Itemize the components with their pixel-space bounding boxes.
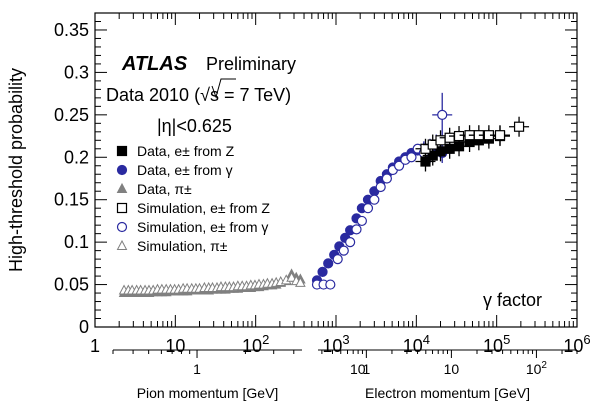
x-tick-exponent: 5: [503, 332, 510, 347]
legend-marker: [116, 221, 128, 233]
y-tick-label: 0.35: [54, 20, 89, 40]
legend-label: Data, e± from γ: [137, 162, 233, 178]
atlas-label: ATLAS: [121, 53, 188, 75]
y-axis-title: High-threshold probability: [6, 68, 26, 272]
sqrt-sign: [211, 78, 236, 99]
legend-label: Data, e± from Z: [137, 143, 235, 159]
plot-frame: [94, 12, 578, 328]
series-triangle-open: [118, 271, 306, 295]
preliminary-label: Preliminary: [206, 54, 296, 74]
x-tick-base: 10: [242, 336, 262, 356]
secondary-tick-base: 10: [526, 361, 542, 377]
secondary-tick-label: 10: [350, 361, 366, 377]
data-point: [345, 237, 356, 248]
series-square-open: [415, 116, 530, 159]
x-tick-label: 102: [242, 332, 269, 356]
data-point: [323, 258, 334, 269]
gamma-factor-annotation: γ factor: [483, 290, 542, 310]
data-point: [338, 245, 349, 256]
legend-marker: [116, 182, 128, 193]
y-tick-label: 0.2: [64, 147, 89, 167]
legend-label: Data, π±: [137, 181, 192, 197]
data-point: [356, 215, 367, 227]
y-ticks: 0 0.05 0.1 0.15 0.2 0.25 0.3 0.35: [54, 20, 577, 337]
data-label-post: = 7 TeV): [219, 85, 291, 105]
series-circle-open: [311, 92, 453, 290]
x-tick-base: 1: [90, 336, 100, 356]
x-tick-label: 103: [322, 332, 349, 356]
x-tick-label: 105: [483, 332, 510, 356]
secondary-tick-label: 1: [362, 361, 370, 377]
legend-marker: [116, 164, 128, 176]
secondary-axis-title: Pion momentum [GeV]: [137, 385, 279, 401]
legend-marker: [116, 145, 128, 157]
x-tick-base: 10: [322, 336, 342, 356]
data-point: [369, 194, 380, 205]
secondary-tick-label: 102: [526, 360, 548, 377]
data-point: [393, 160, 405, 171]
sqrt-s-label: √s: [200, 85, 219, 105]
x-tick-exponent: 2: [262, 332, 269, 347]
x-tick-label: 106: [563, 332, 590, 356]
x-tick-exponent: 4: [423, 332, 430, 347]
secondary-axis-title: Electron momentum [GeV]: [365, 385, 530, 401]
x-tick-label: 1: [90, 336, 100, 356]
y-tick-label: 0.05: [54, 275, 89, 295]
data-label-pre: Data 2010 (: [106, 85, 200, 105]
data-point: [325, 279, 336, 290]
data-series: [118, 92, 530, 298]
legend-marker: [116, 239, 128, 250]
x-tick-base: 10: [165, 336, 185, 356]
secondary-tick-exponent: 2: [541, 360, 547, 371]
y-tick-label: 0.15: [54, 190, 89, 210]
x-tick-base: 10: [483, 336, 503, 356]
data-point: [375, 181, 386, 193]
x-tick-base: 10: [403, 336, 423, 356]
data-point: [437, 109, 448, 120]
y-tick-label: 0: [79, 317, 89, 337]
data-point: [453, 130, 465, 142]
secondary-tick-base: 10: [350, 361, 366, 377]
x-ticks: 1 10 102 103 104 105 106: [90, 13, 591, 356]
data-point: [295, 276, 306, 287]
data-point: [317, 266, 328, 277]
eta-label: |η|<0.625: [157, 116, 232, 136]
legend-label: Simulation, π±: [137, 238, 228, 254]
data-2010-label: Data 2010 (√s = 7 TeV): [106, 85, 291, 105]
x-tick-exponent: 6: [583, 332, 590, 347]
secondary-tick-base: 1: [362, 361, 370, 377]
legend-label: Simulation, e± from Z: [137, 200, 270, 216]
x-tick-base: 10: [563, 336, 583, 356]
legend: Data, e± from Z Data, e± from γ Data, π± Si…: [116, 143, 270, 254]
y-tick-label: 0.1: [64, 232, 89, 252]
data-point: [351, 224, 362, 235]
data-point: [406, 152, 417, 163]
x-tick-exponent: 3: [342, 332, 349, 347]
data-point: [332, 254, 343, 265]
data-point: [444, 132, 455, 143]
y-tick-label: 0.25: [54, 105, 89, 125]
data-point: [494, 130, 506, 141]
secondary-tick-base: 10: [444, 361, 460, 377]
legend-label: Simulation, e± from γ: [137, 219, 268, 235]
secondary-tick-label: 1: [193, 361, 201, 377]
y-tick-label: 0.3: [64, 62, 89, 82]
data-point: [362, 203, 374, 214]
data-point: [513, 121, 525, 132]
secondary-tick-label: 10: [444, 361, 460, 377]
data-point: [381, 173, 392, 184]
data-point: [286, 271, 297, 282]
x-tick-label: 10: [165, 336, 185, 356]
secondary-tick-base: 1: [193, 361, 201, 377]
legend-marker: [116, 202, 128, 214]
